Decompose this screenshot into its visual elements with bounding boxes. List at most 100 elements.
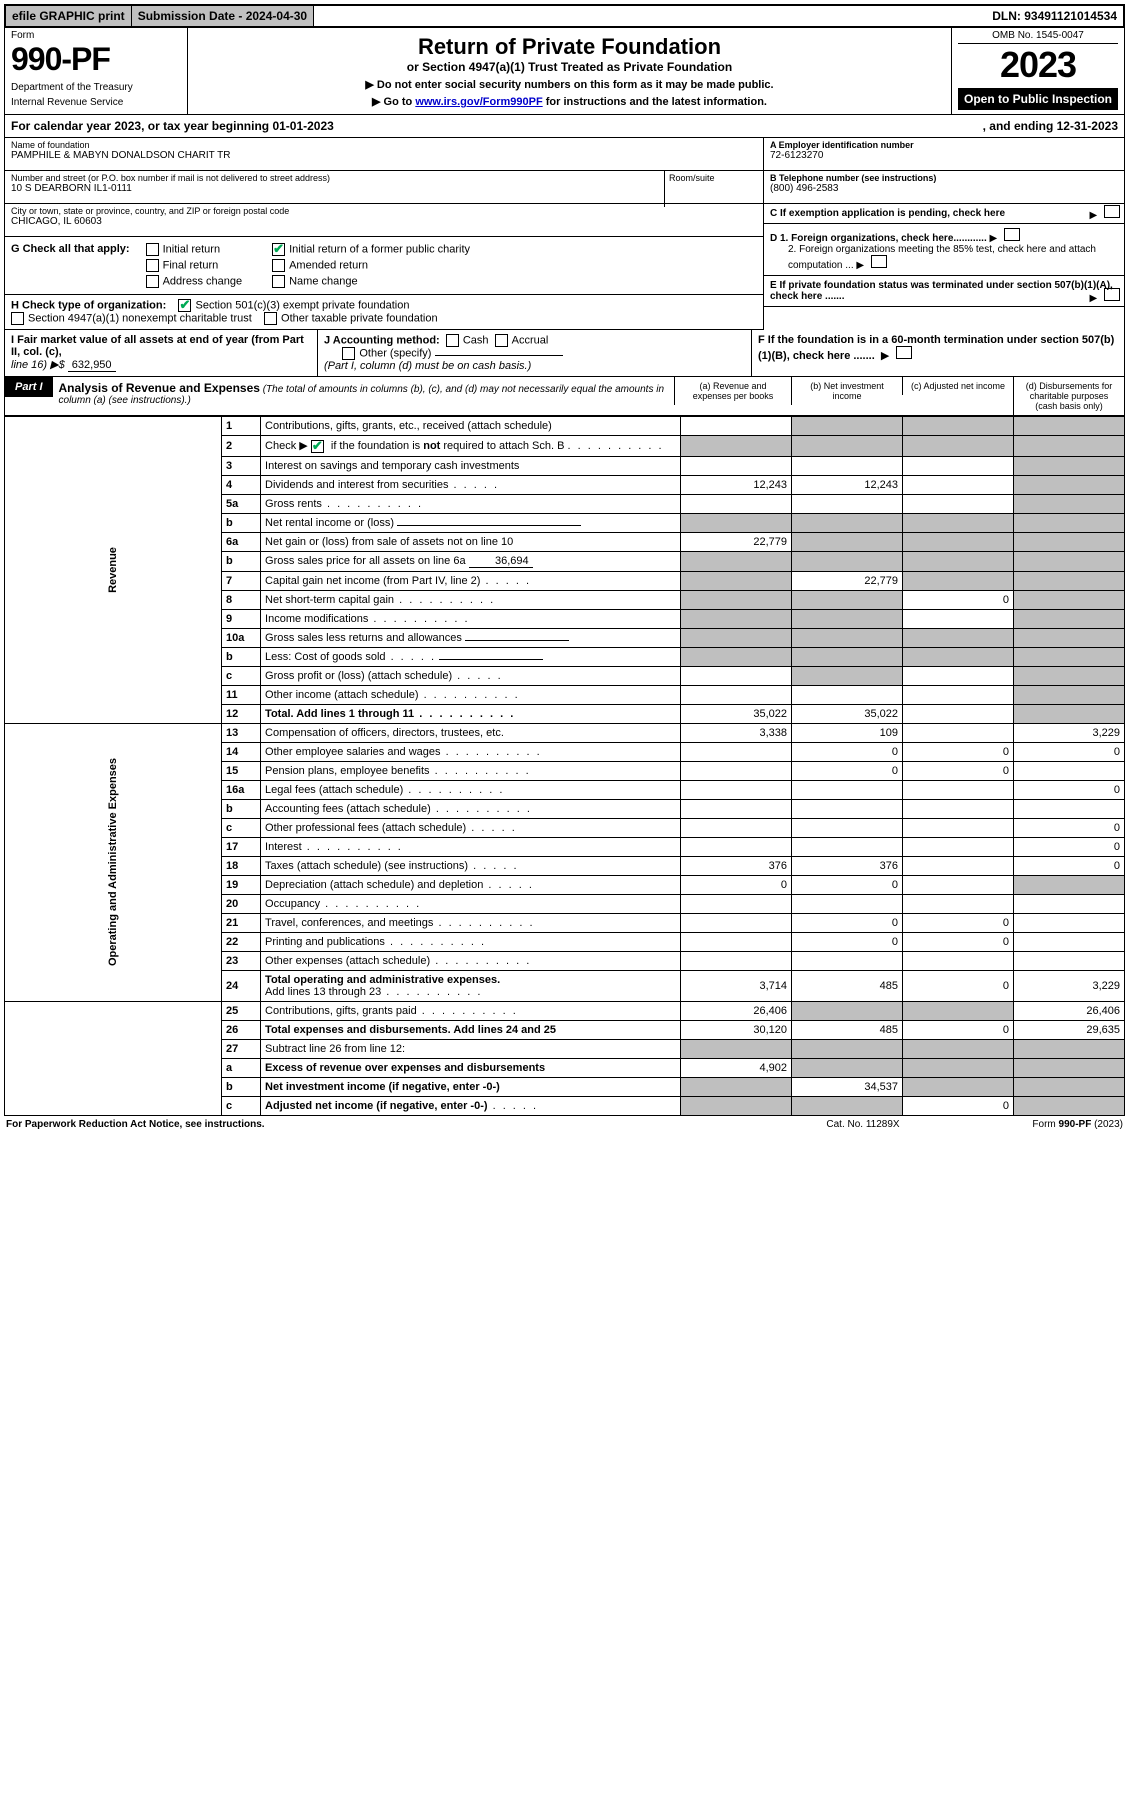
- top-spacer: [314, 6, 986, 26]
- dept-treasury: Department of the Treasury: [11, 82, 181, 93]
- schb-checkbox[interactable]: [311, 440, 324, 453]
- desc-16c: Other professional fees (attach schedule…: [261, 818, 681, 837]
- ln-10a: 10a: [222, 628, 261, 647]
- desc-1: Contributions, gifts, grants, etc., rece…: [261, 417, 681, 436]
- h-4947-checkbox[interactable]: [11, 312, 24, 325]
- instr-1: ▶ Do not enter social security numbers o…: [198, 78, 941, 91]
- desc-2: Check ▶ if the foundation is not require…: [261, 436, 681, 457]
- v22c: 0: [903, 932, 1014, 951]
- header-left: Form 990-PF Department of the Treasury I…: [5, 28, 188, 114]
- v25a: 26,406: [681, 1001, 792, 1020]
- ln-5b: b: [222, 513, 261, 532]
- desc-16a: Legal fees (attach schedule): [261, 780, 681, 799]
- fmv-value: 632,950: [68, 359, 116, 372]
- v7b: 22,779: [792, 571, 903, 590]
- v21b: 0: [792, 913, 903, 932]
- desc-21: Travel, conferences, and meetings: [261, 913, 681, 932]
- c-arrow: ▶: [1090, 205, 1120, 221]
- ln-18: 18: [222, 856, 261, 875]
- v12a: 35,022: [681, 704, 792, 723]
- amended-return-checkbox[interactable]: [272, 259, 285, 272]
- d1-checkbox[interactable]: [1004, 228, 1020, 241]
- calendar-year-row: For calendar year 2023, or tax year begi…: [4, 115, 1125, 138]
- v18a: 376: [681, 856, 792, 875]
- v19b: 0: [792, 875, 903, 894]
- instr2-pre: ▶ Go to: [372, 96, 415, 108]
- j-cash-checkbox[interactable]: [446, 334, 459, 347]
- open-inspection: Open to Public Inspection: [958, 88, 1118, 110]
- ln-2: 2: [222, 436, 261, 457]
- info-left: Name of foundation PAMPHILE & MABYN DONA…: [5, 138, 763, 330]
- h-other-checkbox[interactable]: [264, 312, 277, 325]
- city-row: City or town, state or province, country…: [5, 204, 763, 237]
- initial-return-checkbox[interactable]: [146, 243, 159, 256]
- f-checkbox[interactable]: [896, 346, 912, 359]
- e-row: E If private foundation status was termi…: [764, 276, 1124, 307]
- j-other-checkbox[interactable]: [342, 347, 355, 360]
- ln-24: 24: [222, 970, 261, 1001]
- v14d: 0: [1014, 742, 1125, 761]
- desc-6a: Net gain or (loss) from sale of assets n…: [261, 532, 681, 551]
- desc-20: Occupancy: [261, 894, 681, 913]
- v15c: 0: [903, 761, 1014, 780]
- part1-header: Part I Analysis of Revenue and Expenses …: [4, 377, 1125, 416]
- v24c: 0: [903, 970, 1014, 1001]
- v15b: 0: [792, 761, 903, 780]
- v13d: 3,229: [1014, 723, 1125, 742]
- revenue-side-label: Revenue: [5, 417, 222, 724]
- ln-12: 12: [222, 704, 261, 723]
- ln-11: 11: [222, 685, 261, 704]
- j-accrual-checkbox[interactable]: [495, 334, 508, 347]
- city-label: City or town, state or province, country…: [11, 206, 757, 216]
- info-right: A Employer identification number 72-6123…: [763, 138, 1124, 330]
- i-cell: I Fair market value of all assets at end…: [5, 330, 318, 376]
- col-a-hdr: (a) Revenue and expenses per books: [674, 377, 791, 405]
- desc-5a: Gross rents: [261, 494, 681, 513]
- g-opt-3: Initial return of a former public charit…: [289, 243, 470, 255]
- efile-print[interactable]: efile GRAPHIC print: [6, 6, 132, 26]
- v16ad: 0: [1014, 780, 1125, 799]
- g-check-row: G Check all that apply: Initial return F…: [5, 237, 763, 295]
- top-bar: efile GRAPHIC print Submission Date - 20…: [4, 4, 1125, 28]
- info-block: Name of foundation PAMPHILE & MABYN DONA…: [4, 138, 1125, 330]
- desc-27c: Adjusted net income (if negative, enter …: [261, 1096, 681, 1115]
- v22b: 0: [792, 932, 903, 951]
- initial-former-checkbox[interactable]: [272, 243, 285, 256]
- e-checkbox[interactable]: [1104, 288, 1120, 301]
- name-label: Name of foundation: [11, 140, 757, 150]
- d1-label: D 1. Foreign organizations, check here..…: [770, 233, 987, 244]
- ln-16c: c: [222, 818, 261, 837]
- d-row: D 1. Foreign organizations, check here..…: [764, 224, 1124, 276]
- v27a: 4,902: [681, 1058, 792, 1077]
- footer-right: Form 990-PF (2023): [963, 1119, 1123, 1130]
- desc-18: Taxes (attach schedule) (see instruction…: [261, 856, 681, 875]
- g-opt-0: Initial return: [163, 243, 220, 255]
- v26c: 0: [903, 1020, 1014, 1039]
- f-cell: F If the foundation is in a 60-month ter…: [752, 330, 1124, 376]
- h-opt2: Section 4947(a)(1) nonexempt charitable …: [28, 312, 252, 324]
- ln-20: 20: [222, 894, 261, 913]
- h-501c3-checkbox[interactable]: [178, 299, 191, 312]
- d2-checkbox[interactable]: [871, 255, 887, 268]
- desc-6b: Gross sales price for all assets on line…: [261, 551, 681, 571]
- a-label: A Employer identification number: [770, 140, 1118, 150]
- j-cash: Cash: [463, 334, 489, 346]
- cal-left: For calendar year 2023, or tax year begi…: [11, 119, 983, 133]
- address-change-checkbox[interactable]: [146, 275, 159, 288]
- c-checkbox[interactable]: [1104, 205, 1120, 218]
- d2-label: 2. Foreign organizations meeting the 85%…: [788, 244, 1096, 271]
- ln-19: 19: [222, 875, 261, 894]
- v26b: 485: [792, 1020, 903, 1039]
- j-cell: J Accounting method: Cash Accrual Other …: [318, 330, 752, 376]
- instr2-post: for instructions and the latest informat…: [543, 96, 767, 108]
- ln-13: 13: [222, 723, 261, 742]
- name-change-checkbox[interactable]: [272, 275, 285, 288]
- v17d: 0: [1014, 837, 1125, 856]
- final-return-checkbox[interactable]: [146, 259, 159, 272]
- desc-23: Other expenses (attach schedule): [261, 951, 681, 970]
- desc-5b: Net rental income or (loss): [261, 513, 681, 532]
- ln-14: 14: [222, 742, 261, 761]
- col-b-hdr: (b) Net investment income: [791, 377, 902, 405]
- desc-11: Other income (attach schedule): [261, 685, 681, 704]
- irs-link[interactable]: www.irs.gov/Form990PF: [415, 96, 542, 108]
